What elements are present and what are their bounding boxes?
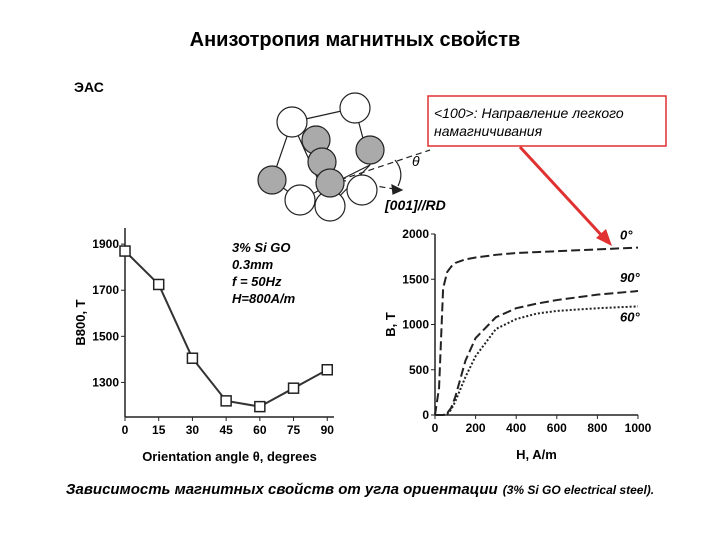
x-tick-label: 60: [253, 423, 267, 437]
x-axis-label: Orientation angle θ, degrees: [142, 449, 317, 464]
y-axis-label: B, T: [383, 312, 398, 337]
data-marker: [186, 352, 199, 364]
x-tick-label: 30: [186, 423, 200, 437]
callout-line: <100>: Направление легкого: [434, 105, 624, 121]
caption-main: Зависимость магнитных свойств от угла ор…: [66, 481, 498, 498]
y-tick-label: 1700: [92, 283, 119, 297]
data-marker: [287, 382, 300, 394]
data-line: [434, 246, 639, 416]
x-tick-label: 200: [466, 421, 486, 435]
series-label: 0°: [620, 228, 633, 243]
x-tick-label: 0: [432, 421, 439, 435]
x-tick-label: 400: [506, 421, 526, 435]
x-tick-label: 600: [547, 421, 567, 435]
x-tick-label: 90: [321, 423, 335, 437]
annotation: H=800A/m: [232, 291, 296, 306]
annotation: f = 50Hz: [232, 274, 282, 289]
section-label: ЭАС: [74, 79, 104, 95]
x-tick-label: 15: [152, 423, 166, 437]
data-marker: [220, 395, 232, 407]
callout-arrow: [518, 145, 606, 240]
x-tick-label: 75: [287, 423, 301, 437]
annotation: 0.3mm: [232, 257, 274, 272]
x-axis-label: H, A/m: [516, 447, 557, 462]
data-line: [435, 305, 639, 416]
y-tick-label: 0: [422, 408, 429, 422]
y-axis-label: B800, T: [73, 299, 88, 345]
caption-note: (3% Si GO electrical steel).: [503, 483, 654, 497]
y-tick-label: 1500: [402, 272, 429, 286]
caption: Зависимость магнитных свойств от угла ор…: [66, 481, 654, 498]
annotation: 3% Si GO: [232, 240, 291, 255]
x-tick-label: 800: [587, 421, 607, 435]
y-tick-label: 1900: [92, 237, 119, 251]
data-marker: [119, 245, 131, 257]
y-tick-label: 1500: [92, 329, 119, 343]
data-marker: [254, 400, 266, 413]
slide-title: Анизотропия магнитных свойств: [190, 29, 521, 51]
y-tick-label: 2000: [402, 227, 429, 241]
callout-line: намагничивания: [434, 123, 543, 139]
data-line: [435, 290, 639, 416]
callout-arrowhead: [596, 229, 612, 246]
data-marker: [321, 364, 334, 376]
angle-symbol: θ: [412, 153, 420, 169]
crystal-diagram: [257, 92, 431, 222]
y-tick-label: 500: [409, 363, 429, 377]
y-tick-label: 1300: [92, 375, 119, 389]
x-tick-label: 0: [122, 423, 129, 437]
x-tick-label: 45: [219, 423, 233, 437]
y-tick-label: 1000: [402, 318, 429, 332]
data-marker: [152, 278, 165, 291]
series-label: 90°: [620, 270, 640, 285]
x-tick-label: 1000: [625, 421, 652, 435]
series-label: 60°: [620, 309, 640, 324]
callout-box: [427, 95, 667, 147]
direction-label: [001]//RD: [384, 197, 446, 213]
